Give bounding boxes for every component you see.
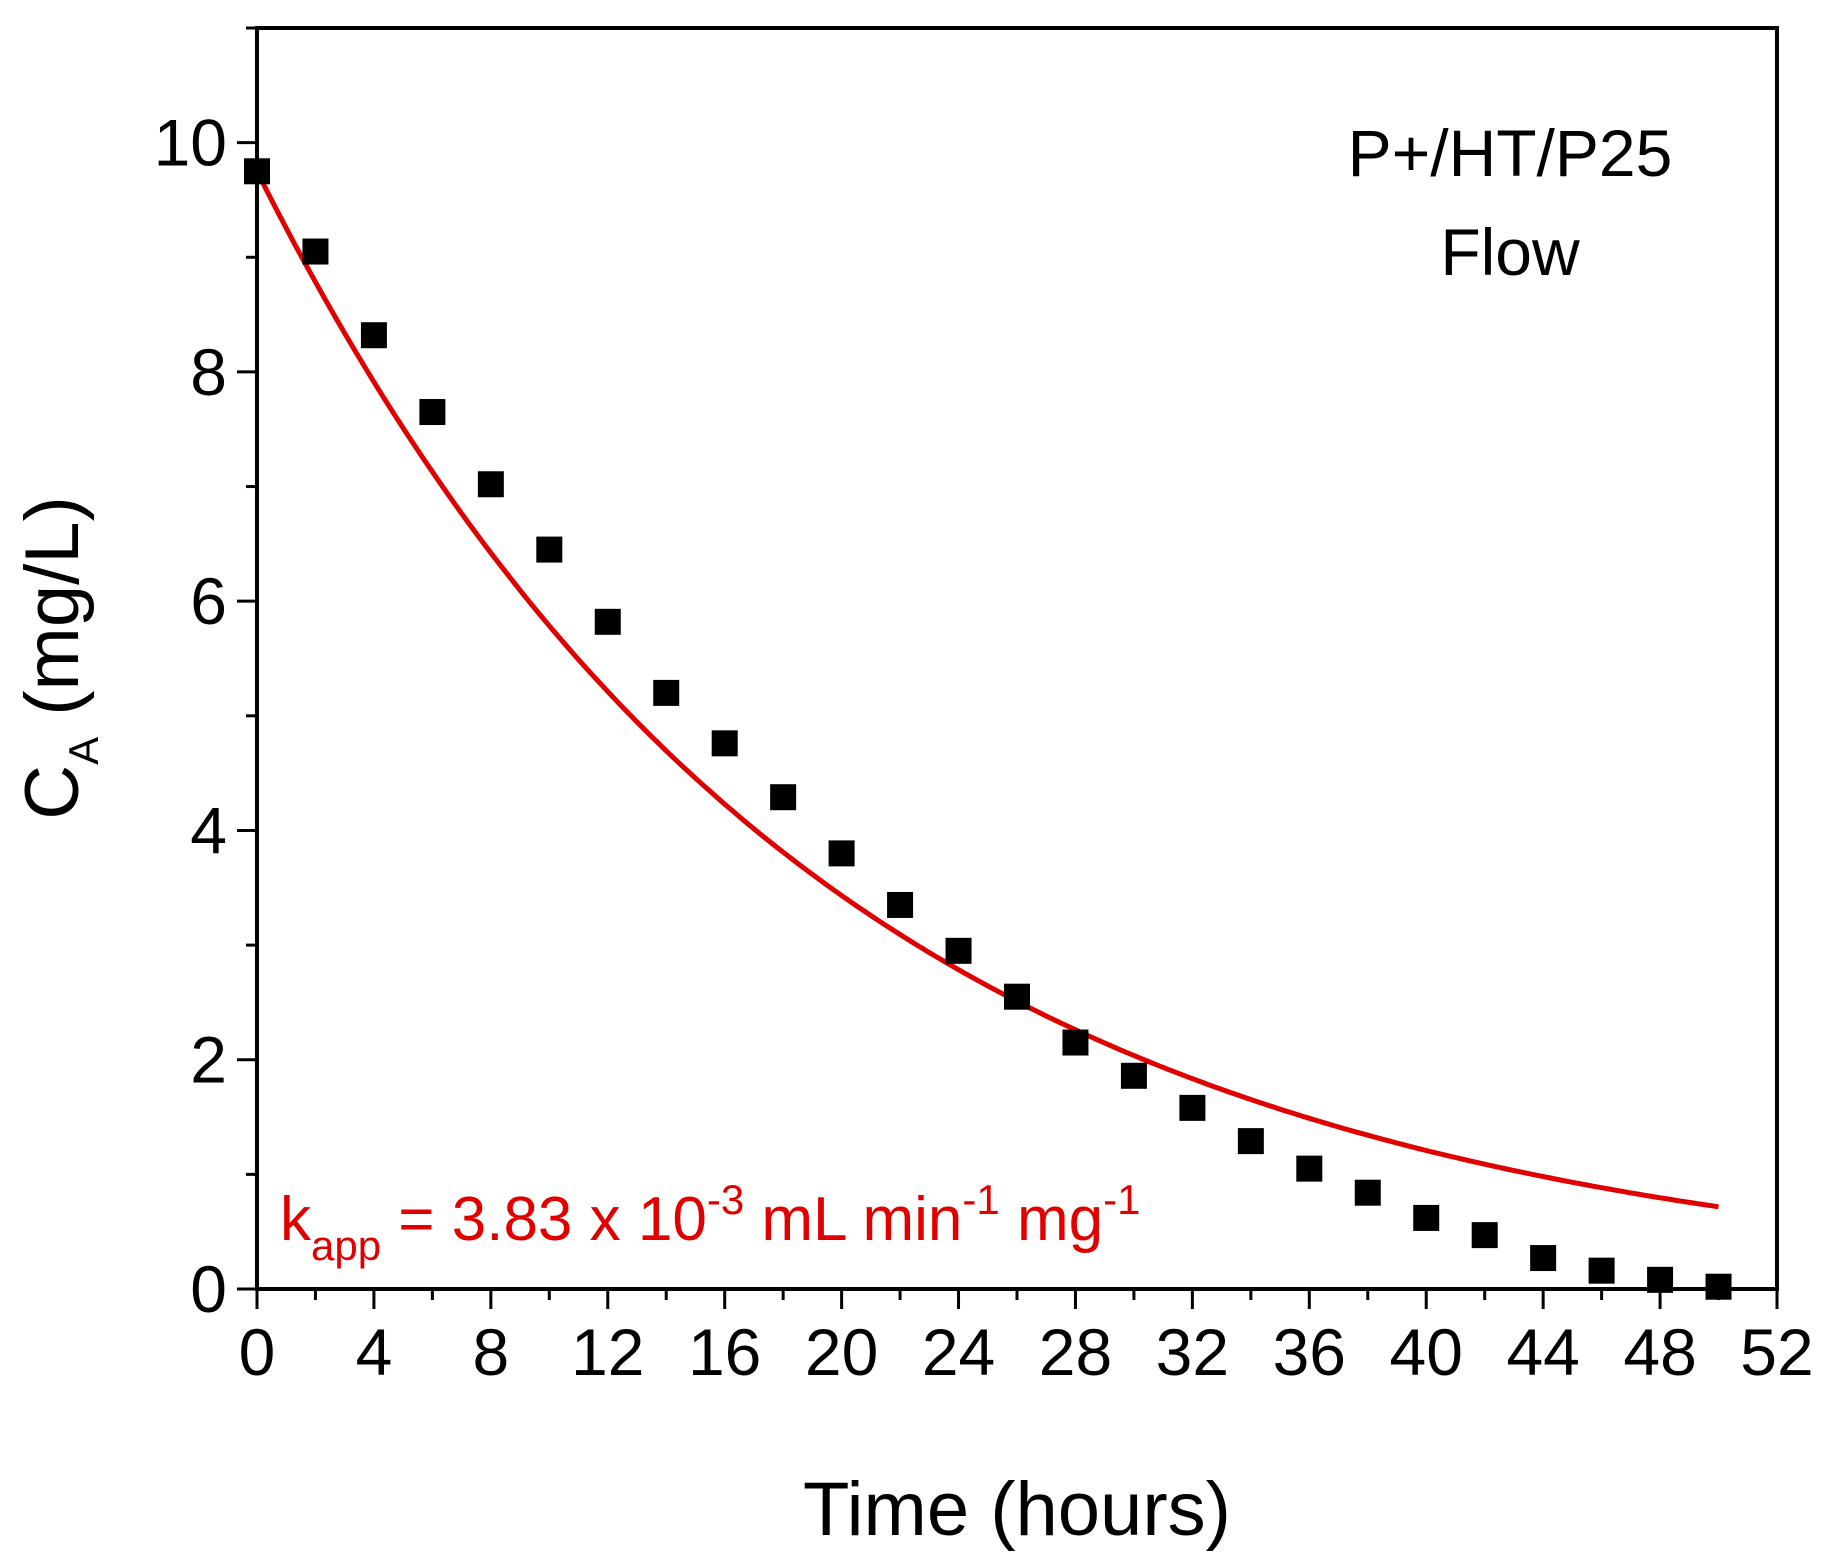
x-tick-label: 52 [1740,1315,1813,1389]
annotation-mode: Flow [1440,215,1580,289]
fit-label-unit1: mL min [744,1185,962,1254]
y-tick-label: 10 [154,106,227,180]
data-point [1296,1155,1323,1182]
data-point [1588,1257,1615,1284]
data-point [1647,1266,1674,1293]
data-point [1413,1204,1440,1231]
data-point [1705,1273,1732,1300]
data-point [536,536,563,563]
y-axis-title-main: C [10,765,95,820]
x-tick-label: 24 [922,1315,995,1389]
x-tick-label: 44 [1506,1315,1579,1389]
data-point [945,937,972,964]
data-point [244,158,270,185]
y-tick-labels: 0 2 4 6 8 10 [154,106,227,1326]
x-tick-labels: 0 4 8 12 16 20 24 28 32 36 40 44 48 52 [239,1315,1814,1389]
fit-label-sub: app [311,1222,381,1269]
x-tick-label: 0 [239,1315,276,1389]
y-axis-title: CA (mg/L) [10,496,107,820]
data-point [711,730,738,757]
data-point [1062,1029,1089,1056]
x-tick-label: 20 [805,1315,878,1389]
y-axis-title-sub: A [60,737,107,765]
fit-label-exp2: -1 [962,1176,999,1223]
y-tick-label: 8 [190,335,227,409]
fit-label: kapp = 3.83 x 10-3 mL min-1 mg-1 [280,1176,1140,1269]
data-point [1237,1128,1264,1155]
x-tick-label: 36 [1273,1315,1346,1389]
x-tick-label: 28 [1039,1315,1112,1389]
y-tick-label: 0 [190,1252,227,1326]
data-points [244,158,1732,1300]
x-tick-label: 32 [1156,1315,1229,1389]
data-point [302,238,329,265]
data-point [419,399,446,426]
x-tick-label: 48 [1623,1315,1696,1389]
data-point [1179,1094,1206,1121]
data-point [1354,1179,1381,1206]
y-tick-label: 6 [190,564,227,638]
data-point [770,784,797,811]
fit-curve [254,170,1719,1210]
x-tick-label: 8 [472,1315,509,1389]
data-point [477,471,504,498]
x-tick-label: 12 [571,1315,644,1389]
y-tick-label: 2 [190,1023,227,1097]
fit-label-k: k [280,1185,312,1254]
data-point [1530,1245,1557,1272]
x-tick-label: 16 [688,1315,761,1389]
fit-label-exp1: -3 [707,1176,744,1223]
data-point [1120,1062,1147,1089]
data-point [887,891,914,918]
data-point [360,322,387,349]
x-axis-title: Time (hours) [803,1467,1231,1552]
data-point [1471,1222,1498,1249]
data-point [1004,983,1030,1010]
annotation-sample: P+/HT/P25 [1348,116,1673,190]
data-point [594,608,621,635]
data-point [653,679,680,706]
y-axis-title-rest: (mg/L) [10,496,95,737]
fit-label-exp3: -1 [1103,1176,1140,1223]
x-tick-label: 4 [356,1315,393,1389]
data-point [828,840,855,867]
fit-label-eq: = 3.83 x 10 [381,1185,707,1254]
fit-label-unit2: mg [1000,1185,1103,1254]
ticks [237,26,1779,1309]
y-tick-label: 4 [190,793,227,867]
x-tick-label: 40 [1390,1315,1463,1389]
